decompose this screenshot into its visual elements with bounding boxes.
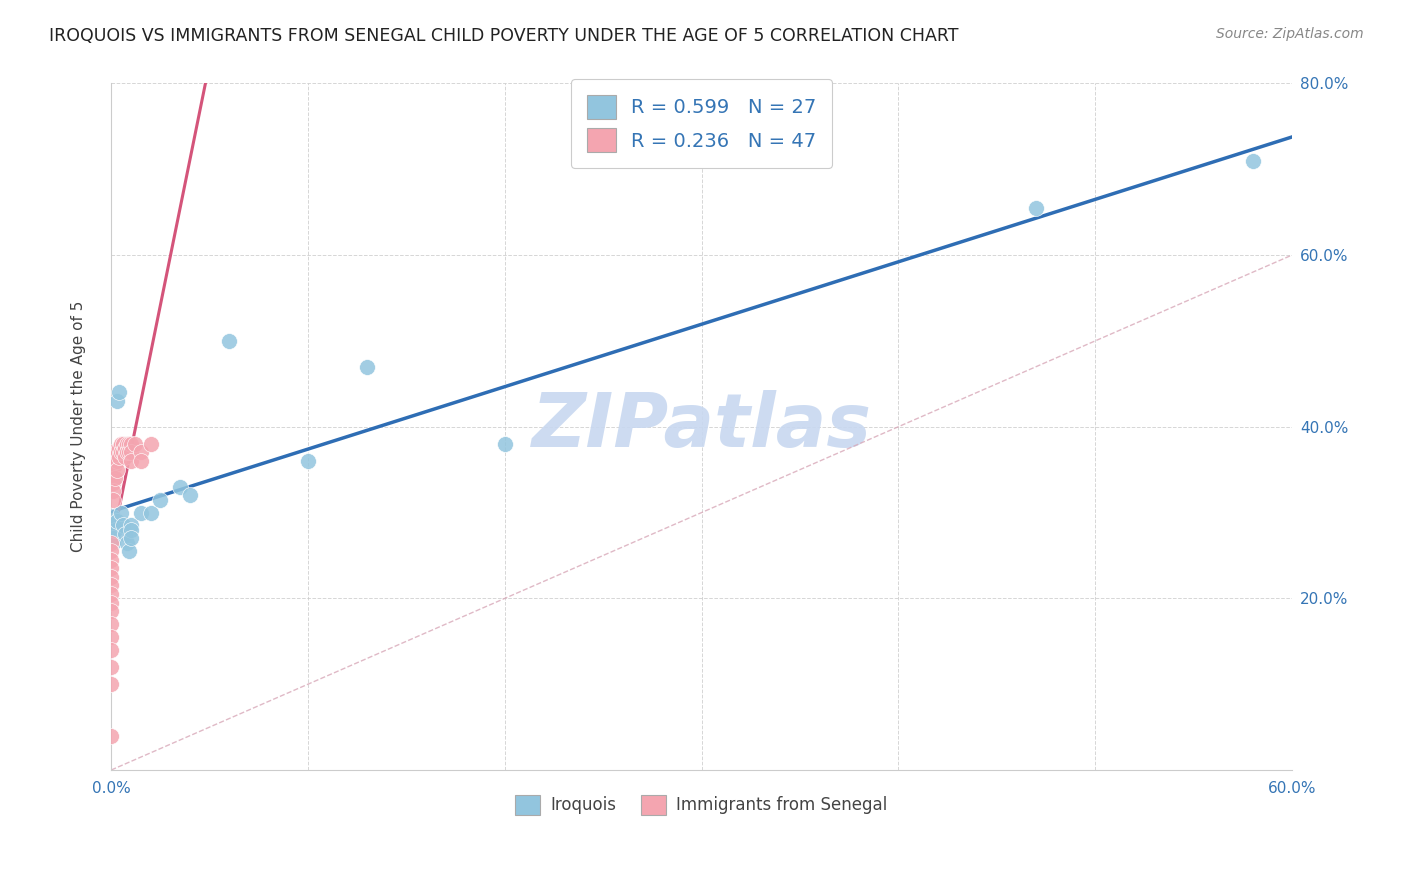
Point <box>100 660 122 674</box>
Y-axis label: Child Poverty Under the Age of 5: Child Poverty Under the Age of 5 <box>72 301 86 552</box>
Point <box>139 506 162 520</box>
Point <box>100 570 122 584</box>
Point <box>139 437 162 451</box>
Point <box>104 458 127 473</box>
Point <box>103 492 125 507</box>
Point <box>103 484 125 499</box>
Point <box>179 488 201 502</box>
Point <box>103 509 125 524</box>
Point <box>120 454 142 468</box>
Point <box>297 454 319 468</box>
Point <box>100 604 122 618</box>
Point <box>129 445 152 459</box>
Point <box>100 617 122 632</box>
Point <box>110 437 132 451</box>
Point <box>118 437 141 451</box>
Point <box>104 523 127 537</box>
Point <box>103 458 125 473</box>
Legend: Iroquois, Immigrants from Senegal: Iroquois, Immigrants from Senegal <box>508 787 896 823</box>
Point <box>129 506 152 520</box>
Point <box>114 450 136 464</box>
Point <box>115 445 138 459</box>
Point <box>100 578 122 592</box>
Point <box>103 467 125 481</box>
Point <box>120 518 142 533</box>
Point <box>103 518 125 533</box>
Point <box>103 475 125 490</box>
Point <box>105 454 128 468</box>
Point <box>120 531 142 545</box>
Point <box>112 518 135 533</box>
Point <box>103 531 125 545</box>
Point <box>494 437 516 451</box>
Point <box>108 441 131 455</box>
Point <box>100 643 122 657</box>
Point <box>103 445 125 459</box>
Point <box>120 445 142 459</box>
Point <box>104 471 127 485</box>
Point <box>120 523 142 537</box>
Point <box>100 553 122 567</box>
Point <box>105 514 128 528</box>
Point <box>104 450 127 464</box>
Text: Source: ZipAtlas.com: Source: ZipAtlas.com <box>1216 27 1364 41</box>
Point <box>356 359 378 374</box>
Point <box>115 437 138 451</box>
Text: IROQUOIS VS IMMIGRANTS FROM SENEGAL CHILD POVERTY UNDER THE AGE OF 5 CORRELATION: IROQUOIS VS IMMIGRANTS FROM SENEGAL CHIL… <box>49 27 959 45</box>
Point <box>169 480 191 494</box>
Point <box>100 587 122 601</box>
Point <box>149 492 172 507</box>
Point <box>103 454 125 468</box>
Point <box>100 535 122 549</box>
Point <box>100 561 122 575</box>
Point <box>112 445 135 459</box>
Point <box>118 544 141 558</box>
Point <box>1025 201 1047 215</box>
Point <box>105 462 128 476</box>
Point <box>129 454 152 468</box>
Point <box>114 441 136 455</box>
Point <box>100 630 122 644</box>
Point <box>110 445 132 459</box>
Point <box>103 535 125 549</box>
Point <box>108 385 131 400</box>
Point <box>112 437 135 451</box>
Point <box>115 535 138 549</box>
Point <box>218 334 240 348</box>
Text: ZIPatlas: ZIPatlas <box>531 390 872 463</box>
Point <box>100 544 122 558</box>
Point <box>105 394 128 409</box>
Point <box>124 437 146 451</box>
Point <box>120 437 142 451</box>
Point <box>100 677 122 691</box>
Point <box>108 450 131 464</box>
Point <box>1241 153 1264 168</box>
Point <box>100 596 122 610</box>
Point <box>118 445 141 459</box>
Point <box>105 445 128 459</box>
Point <box>100 729 122 743</box>
Point <box>114 527 136 541</box>
Point <box>110 506 132 520</box>
